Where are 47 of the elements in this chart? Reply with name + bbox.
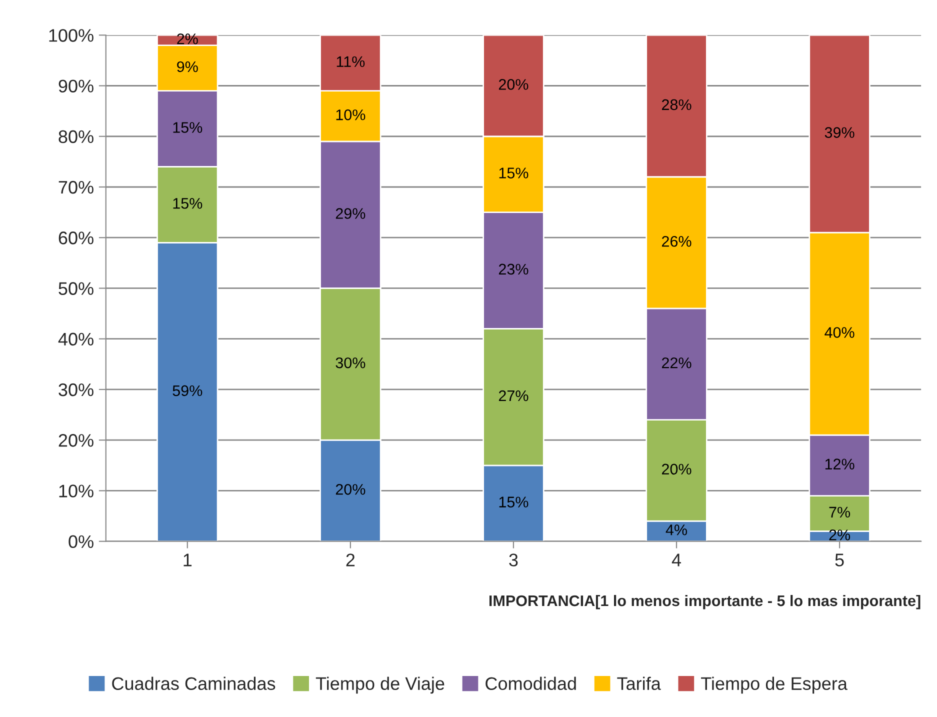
y-tick-label: 40% xyxy=(58,332,94,346)
y-tick-label: 10% xyxy=(59,484,94,498)
data-label: 9% xyxy=(177,61,198,72)
legend-label: Tarifa xyxy=(617,676,661,690)
data-label: 15% xyxy=(173,122,202,133)
data-label: 15% xyxy=(173,198,202,209)
data-label: 2% xyxy=(177,33,198,44)
y-tick-label: 90% xyxy=(58,80,94,92)
y-tick-label: 100% xyxy=(49,29,94,42)
x-tick-label: 1 xyxy=(184,554,192,566)
y-tick-label: 20% xyxy=(58,434,94,447)
data-label: 15% xyxy=(499,168,528,178)
legend-label: Cuadras Caminadas xyxy=(112,676,276,690)
x-tick-label: 4 xyxy=(672,554,682,566)
legend-label: Tiempo de Viaje xyxy=(316,676,444,694)
data-label: 23% xyxy=(498,264,528,275)
data-label: 2% xyxy=(829,530,850,540)
y-tick-label: 80% xyxy=(58,130,94,144)
data-label: 12% xyxy=(825,458,854,470)
data-label: 59% xyxy=(172,385,202,396)
y-tick-label: 0% xyxy=(68,535,94,548)
data-label: 15% xyxy=(499,496,528,508)
y-tick-label: 70% xyxy=(58,180,94,194)
data-label: 22% xyxy=(662,357,692,368)
x-axis-title: IMPORTANCIA[1 lo menos importante - 5 lo mas imporante] xyxy=(489,594,920,610)
data-label: 28% xyxy=(662,99,692,110)
data-label: 29% xyxy=(336,208,366,219)
y-tick-label: 60% xyxy=(58,232,94,244)
x-tick-label: 2 xyxy=(346,554,355,566)
data-label: 26% xyxy=(662,236,692,247)
data-label: 20% xyxy=(662,464,692,475)
legend-label: Comodidad xyxy=(486,676,576,690)
data-label: 10% xyxy=(336,109,366,120)
data-label: 11% xyxy=(336,56,365,68)
data-label: 7% xyxy=(829,506,850,518)
y-tick-label: 50% xyxy=(58,282,94,295)
data-label: 40% xyxy=(824,327,854,338)
data-label: 4% xyxy=(666,524,688,536)
data-label: 20% xyxy=(336,484,366,495)
x-tick-label: 3 xyxy=(509,554,518,566)
data-label: 39% xyxy=(824,127,854,138)
data-label: 27% xyxy=(498,390,528,402)
y-tick-label: 30% xyxy=(58,383,94,396)
legend-label: Tiempo de Espera xyxy=(701,676,848,694)
data-label: 20% xyxy=(498,79,528,90)
x-tick-label: 5 xyxy=(835,554,844,566)
data-label: 30% xyxy=(336,357,366,368)
